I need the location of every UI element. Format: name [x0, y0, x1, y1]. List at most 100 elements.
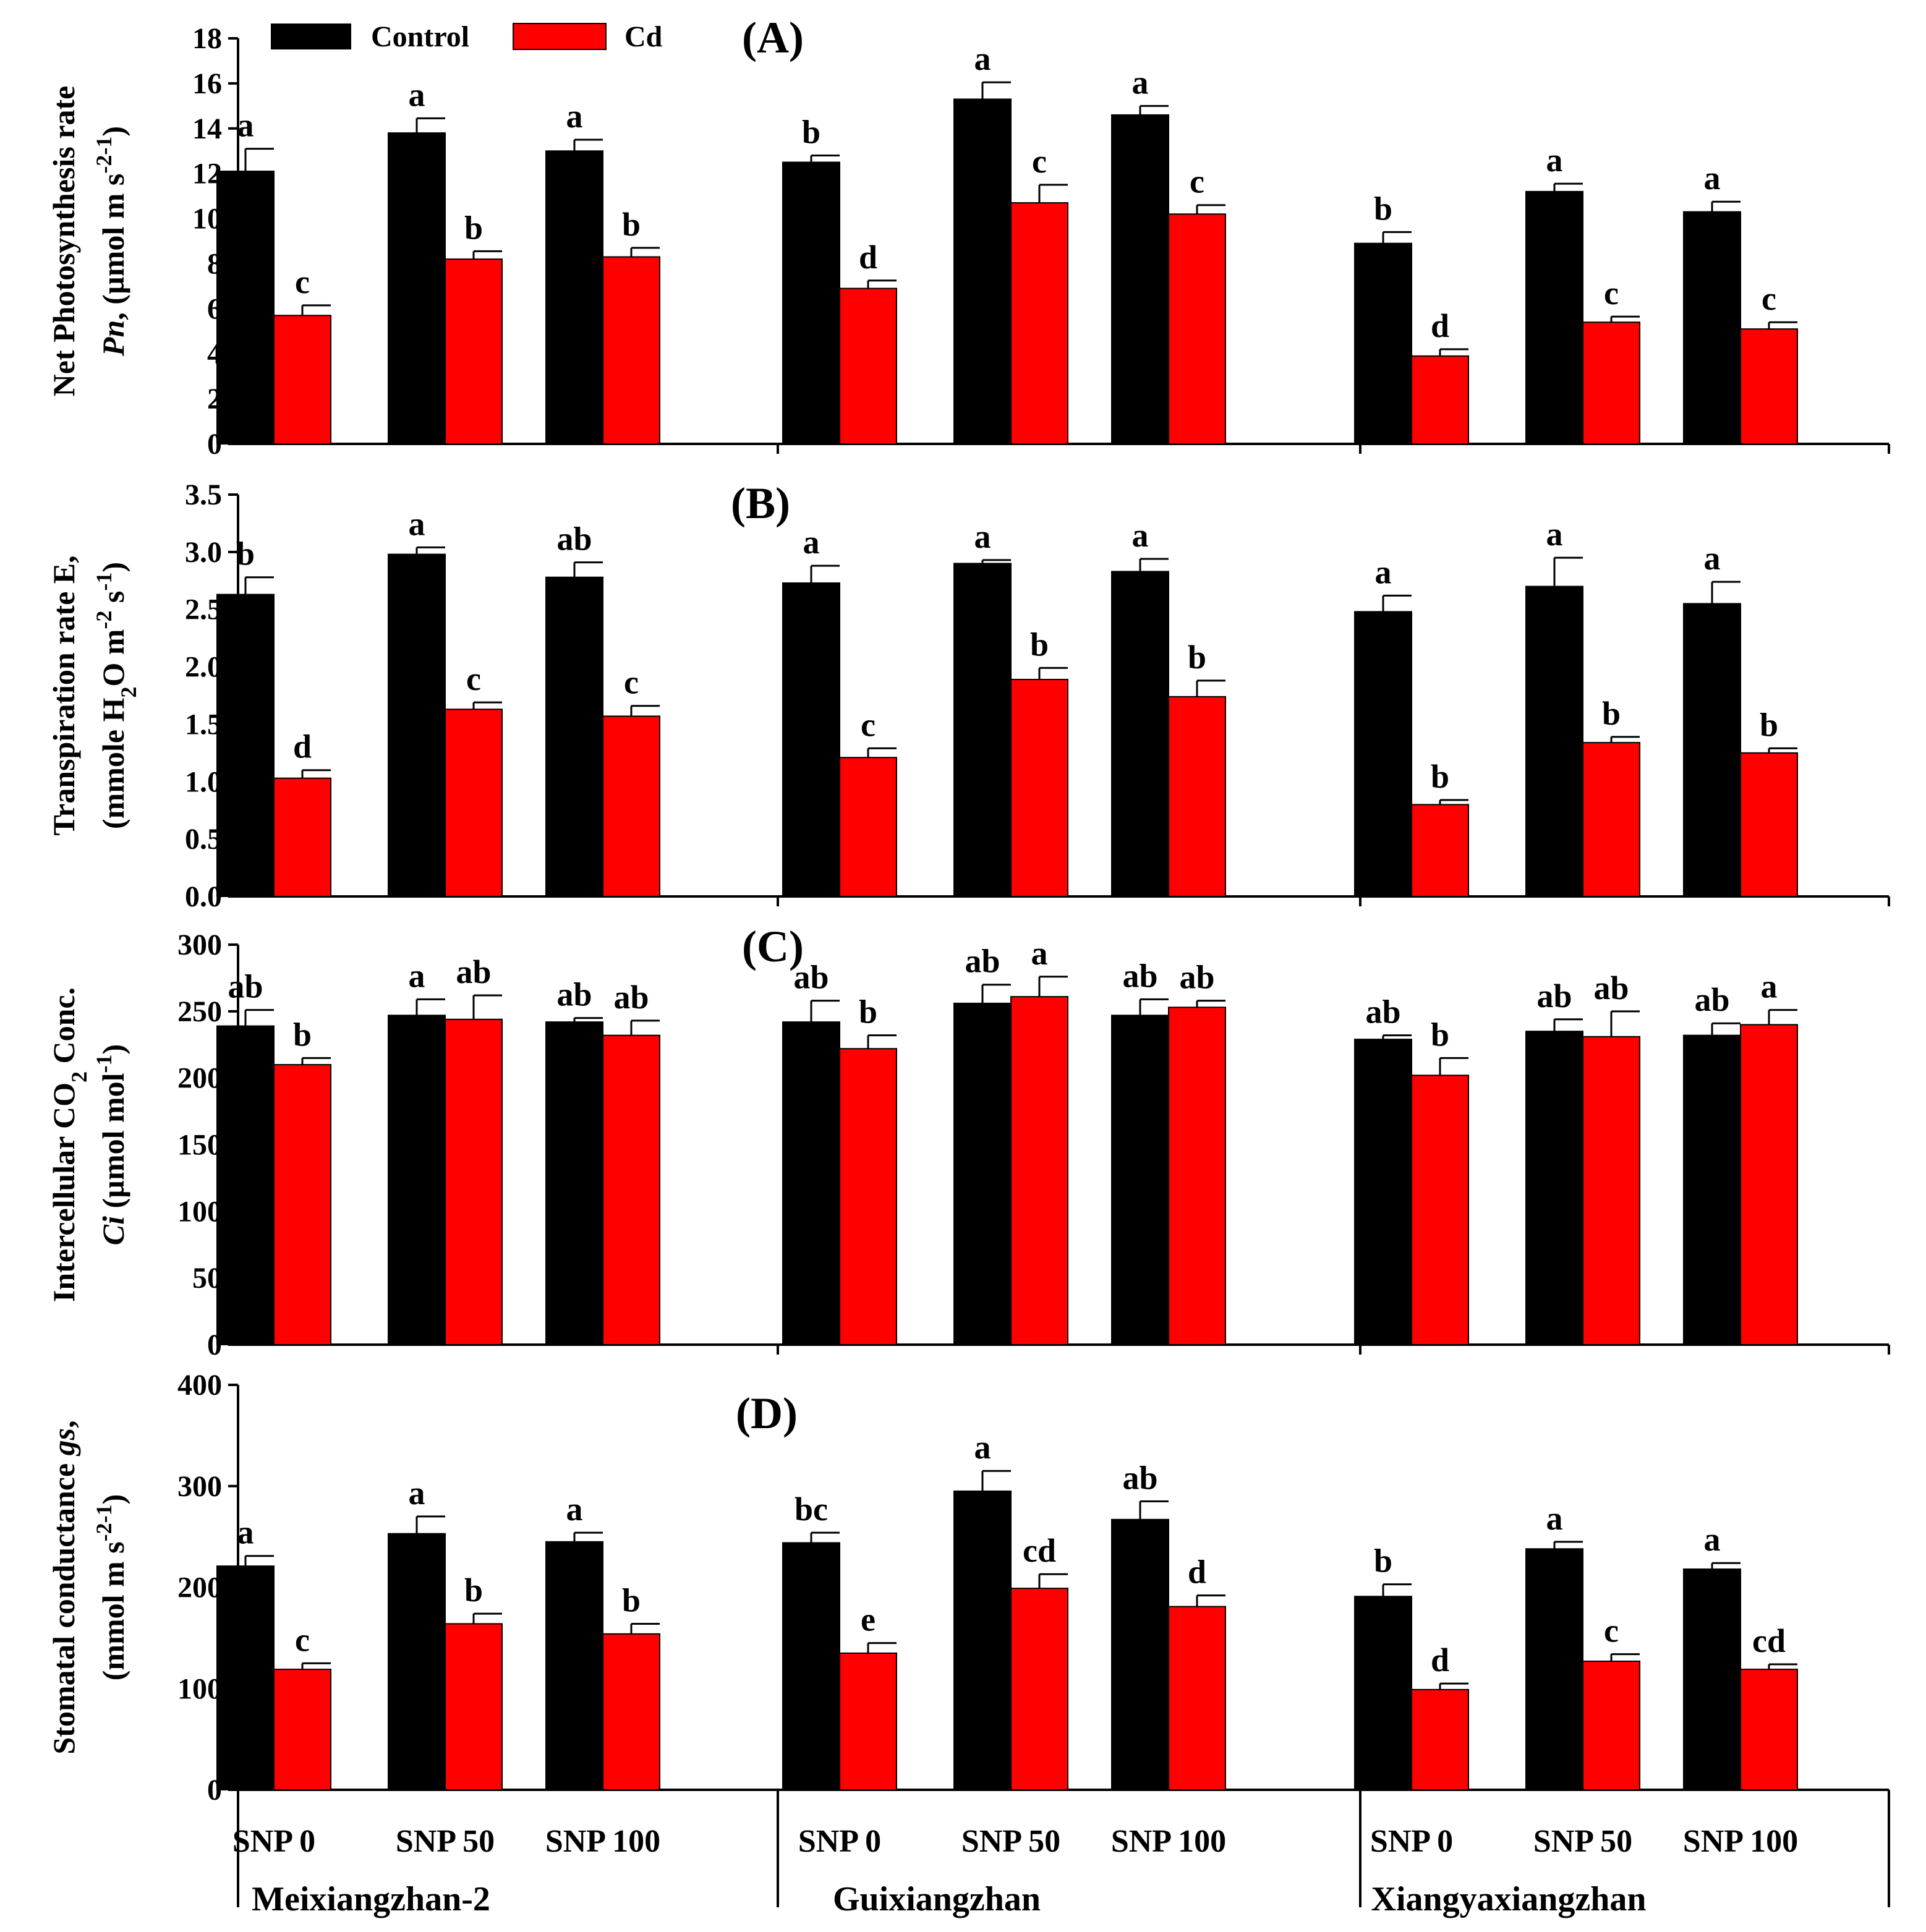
bar-control	[953, 1002, 1012, 1345]
bar-cd	[273, 1064, 331, 1345]
y-tick-label: 16	[192, 67, 222, 100]
y-tick-label: 250	[177, 995, 222, 1028]
y-axis-title-line1: Net Photosynthesis rate	[46, 86, 81, 397]
significance-letter: d	[859, 239, 877, 276]
panel-label: (C)	[742, 922, 804, 971]
bar-control	[216, 594, 275, 897]
bar-cd	[445, 1623, 503, 1790]
bar-control	[1111, 571, 1169, 897]
bar-cd	[273, 1669, 331, 1790]
bar-cd	[1411, 355, 1469, 445]
cultivar-label: Guixiangzhan	[833, 1880, 1041, 1918]
bar-control	[388, 1015, 446, 1345]
bar-control	[1354, 242, 1412, 445]
significance-letter: ab	[1593, 969, 1629, 1006]
significance-letter: b	[1374, 190, 1392, 227]
significance-letter: b	[1760, 706, 1778, 743]
bar-cd	[1582, 1661, 1640, 1791]
bar-cd	[1010, 679, 1068, 897]
bar-control	[1111, 1518, 1169, 1791]
significance-letter: d	[293, 728, 312, 765]
significance-letter: a	[409, 76, 425, 113]
bar-control	[1354, 1039, 1412, 1345]
bar-cd	[1010, 1588, 1068, 1790]
significance-letter: a	[1546, 516, 1563, 553]
treatment-label: SNP 50	[961, 1824, 1060, 1859]
bar-control	[1683, 211, 1741, 445]
y-tick-label: 0.0	[185, 880, 222, 913]
bar-control	[545, 576, 603, 897]
significance-letter: b	[464, 1572, 483, 1609]
bar-control	[1111, 114, 1169, 445]
significance-letter: a	[409, 1475, 425, 1512]
significance-letter: a	[803, 524, 820, 561]
panel-label: (D)	[736, 1389, 798, 1438]
bar-cd	[445, 709, 503, 898]
significance-letter: b	[1188, 639, 1206, 676]
significance-letter: c	[861, 706, 876, 743]
significance-letter: ab	[793, 959, 829, 996]
legend-cd-swatch	[513, 23, 607, 50]
bar-cd	[1582, 1036, 1640, 1346]
bar-cd	[1740, 1024, 1798, 1345]
y-tick-label: 200	[177, 1572, 222, 1604]
bar-control	[216, 1025, 275, 1345]
panel-b: 0.0 0.5 1.0 1.5 2.0 2.5 3.0 3.5 (B) Transpiration…	[46, 479, 1890, 913]
treatment-label: SNP 100	[1111, 1824, 1226, 1859]
bar-cd	[1740, 752, 1798, 898]
bar-cd	[602, 256, 660, 445]
bar-control	[216, 171, 275, 445]
legend: Control Cd	[271, 20, 663, 53]
bar-cd	[602, 715, 660, 898]
bar-cd	[1411, 1075, 1469, 1346]
bar-cd	[273, 315, 331, 445]
treatment-label: SNP 0	[1370, 1824, 1453, 1859]
significance-letter: a	[974, 40, 991, 77]
significance-letter: a	[1132, 517, 1149, 554]
bar-control	[1683, 1568, 1741, 1790]
bar-control	[216, 1565, 275, 1791]
significance-letter: a	[974, 1429, 991, 1466]
y-tick-label: 2.5	[185, 594, 222, 626]
significance-letter: ab	[965, 943, 1000, 980]
significance-letter: cd	[1752, 1622, 1786, 1659]
y-tick-label: 3.5	[185, 479, 222, 511]
significance-letter: a	[237, 1514, 254, 1551]
significance-letter: e	[861, 1601, 876, 1638]
bar-cd	[602, 1034, 660, 1345]
bar-cd	[839, 1048, 897, 1345]
significance-letter: a	[1031, 935, 1048, 972]
bar-control	[953, 98, 1012, 445]
significance-letter: a	[1375, 553, 1392, 590]
y-tick-label: 200	[177, 1062, 222, 1095]
y-tick-label: 150	[177, 1129, 222, 1162]
significance-letter: c	[295, 1621, 310, 1658]
significance-letter: b	[859, 994, 877, 1031]
bar-cd	[1168, 213, 1226, 445]
significance-letter: c	[1604, 274, 1619, 312]
bar-cd	[1582, 742, 1640, 897]
legend-control-swatch	[271, 23, 351, 49]
bar-control	[545, 150, 603, 445]
bar-cd	[1168, 696, 1226, 898]
bar-control	[953, 1490, 1012, 1790]
significance-letter: ab	[556, 521, 592, 558]
bar-control	[782, 161, 840, 445]
significance-letter: a	[566, 98, 583, 135]
significance-letter: a	[974, 518, 991, 555]
significance-letter: ab	[1365, 994, 1400, 1031]
bar-control	[1354, 1596, 1412, 1791]
significance-letter: c	[624, 664, 639, 701]
significance-letter: a	[566, 1491, 583, 1528]
significance-letter: ab	[1122, 957, 1157, 994]
significance-letter: b	[622, 1581, 641, 1619]
panel-label: (B)	[731, 479, 790, 528]
bar-control	[545, 1541, 603, 1790]
y-tick-label: 300	[177, 929, 222, 961]
y-tick-label: 0.5	[185, 823, 222, 856]
significance-letter: d	[1431, 1641, 1449, 1679]
significance-letter: d	[1431, 307, 1449, 344]
significance-letter: d	[1188, 1554, 1206, 1591]
